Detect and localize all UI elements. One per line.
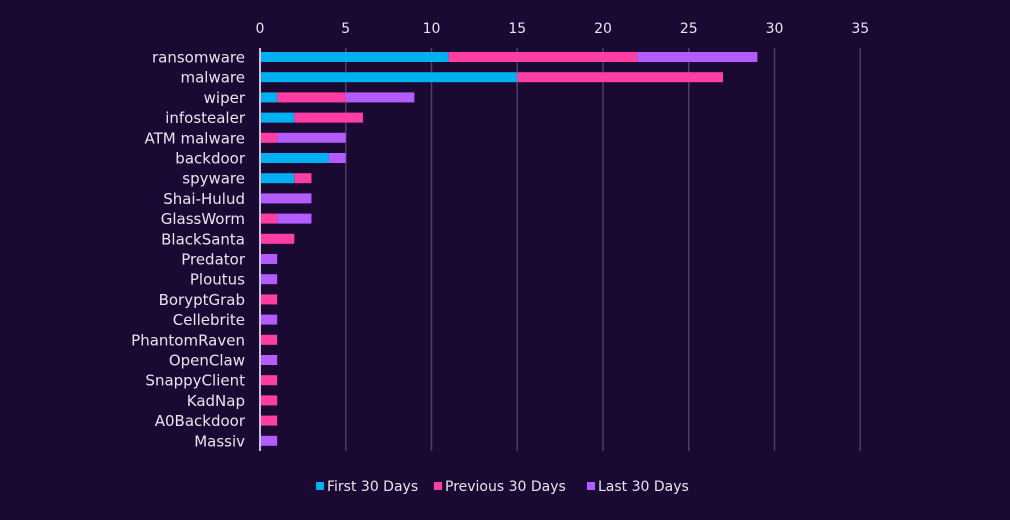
bar-segment <box>260 52 449 62</box>
x-tick-label: 20 <box>594 21 612 37</box>
category-label: wiper <box>204 89 246 107</box>
bar-segment <box>328 153 346 163</box>
legend-swatch <box>434 482 442 490</box>
bar-segment <box>260 92 278 103</box>
x-tick-label: 25 <box>680 21 698 37</box>
legend-item[interactable]: Last 30 Days <box>587 479 689 495</box>
bar-segment <box>277 213 312 224</box>
category-label: SnappyClient <box>145 372 245 390</box>
bar-segment <box>260 274 278 285</box>
bar-segment <box>260 334 278 345</box>
bar-segment <box>260 112 295 123</box>
category-label: KadNap <box>187 392 245 410</box>
x-tick-label: 5 <box>341 21 350 37</box>
x-tick-label: 10 <box>423 21 441 37</box>
bar-segment <box>277 92 346 103</box>
legend-label: Previous 30 Days <box>445 479 566 495</box>
bar-segment <box>260 132 278 143</box>
bar-segment <box>637 52 758 62</box>
bar-segment <box>260 395 278 406</box>
legend-item[interactable]: Previous 30 Days <box>434 479 566 495</box>
bar-segment <box>260 415 278 426</box>
bar-segment <box>260 213 278 224</box>
bar-segment <box>260 314 278 325</box>
category-label: spyware <box>182 170 245 188</box>
category-label: ATM malware <box>145 129 245 147</box>
category-label: PhantomRaven <box>131 331 245 349</box>
category-label: Predator <box>181 251 246 269</box>
bar-segment <box>294 173 312 184</box>
legend-label: Last 30 Days <box>598 479 689 495</box>
x-tick-label: 35 <box>851 21 869 37</box>
category-label: ransomware <box>152 49 245 67</box>
bar-segment <box>260 294 278 305</box>
category-label: backdoor <box>175 150 246 168</box>
bar-segment <box>277 132 346 143</box>
bar-segment <box>260 355 278 365</box>
category-label: BlackSanta <box>161 230 245 248</box>
grid-lines <box>345 48 861 451</box>
category-label: Shai-Hulud <box>163 190 245 208</box>
category-label: OpenClaw <box>169 352 245 370</box>
x-tick-label: 30 <box>766 21 784 37</box>
bar-segment <box>260 173 295 184</box>
bar-segment <box>260 375 278 386</box>
legend-label: First 30 Days <box>327 479 418 495</box>
category-label: GlassWorm <box>161 210 245 228</box>
legend-swatch <box>316 482 324 490</box>
bar-segment <box>260 435 278 446</box>
category-label: BoryptGrab <box>159 291 245 309</box>
category-label: Ploutus <box>190 271 245 289</box>
category-label: Massiv <box>194 432 245 450</box>
bar-segment <box>345 92 415 103</box>
x-axis-tick-labels: 0 5 10 15 20 25 30 35 <box>256 21 870 37</box>
x-tick-label: 15 <box>508 21 526 37</box>
category-label: A0Backdoor <box>155 412 246 430</box>
legend-swatch <box>587 482 595 490</box>
category-label: infostealer <box>165 109 246 127</box>
bar-segment <box>260 233 295 244</box>
category-label: Cellebrite <box>173 311 245 329</box>
bar-segment <box>260 254 278 264</box>
bar-segment <box>517 72 724 83</box>
category-label: malware <box>181 69 246 87</box>
legend-item[interactable]: First 30 Days <box>316 479 418 495</box>
bar-segment <box>448 52 638 62</box>
legend[interactable]: First 30 Days Previous 30 Days Last 30 Day… <box>316 479 689 495</box>
x-tick-label: 0 <box>256 21 265 37</box>
bar-segment <box>260 72 518 83</box>
bars <box>260 52 758 446</box>
bar-segment <box>294 112 363 123</box>
bar-segment <box>260 193 312 204</box>
bar-segment <box>260 153 329 163</box>
category-labels: ransomware malware wiper infostealer ATM mal… <box>131 49 246 451</box>
